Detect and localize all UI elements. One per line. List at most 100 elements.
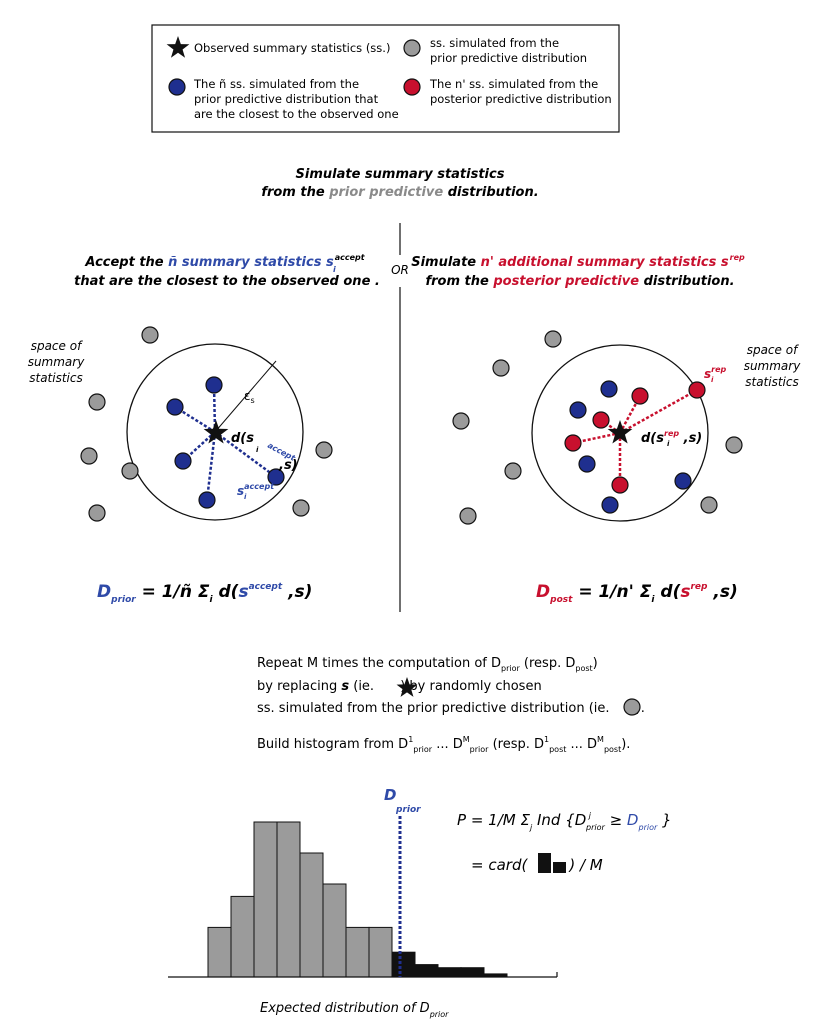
- star-icon: [166, 36, 190, 58]
- legend-posterior-1: The n' ss. simulated from the: [429, 77, 598, 91]
- right-distance-label: d(srep ,s): [641, 429, 702, 446]
- simulated-point: [725, 436, 743, 454]
- histogram-bars: [207, 821, 508, 978]
- blue-circle-icon: [168, 78, 186, 96]
- acceptance-region: [126, 343, 304, 521]
- accepted-point: [674, 472, 692, 490]
- card-icon-bar: [553, 862, 566, 873]
- simulated-point: [88, 504, 106, 522]
- right-space-label-2: summary: [744, 359, 802, 373]
- histogram-bar-gray: [322, 883, 347, 978]
- distance-line: [205, 431, 217, 501]
- right-space-label-1: space of: [747, 343, 799, 357]
- simulated-point: [141, 326, 159, 344]
- histogram-bar-gray: [230, 895, 255, 978]
- accepted-point: [205, 376, 223, 394]
- top-title: Simulate summary statistics from the pri…: [261, 167, 538, 200]
- histogram-bar-black: [414, 964, 439, 978]
- card-line: = card() / M: [471, 856, 603, 874]
- legend-simulated-prior-1: ss. simulated from the: [430, 36, 559, 50]
- gray-circle-icon: [623, 698, 641, 716]
- gray-circle-icon: [403, 39, 421, 57]
- left-title-line1: Accept the ñ summary statistics saccept: [84, 253, 365, 270]
- histogram-bar-gray: [299, 852, 324, 978]
- accepted-point: [267, 468, 285, 486]
- left-space-label-3: statistics: [29, 371, 83, 385]
- legend-accepted-2: prior predictive distribution that: [194, 92, 379, 106]
- right-distance-sub: i: [667, 440, 670, 448]
- card-icon-bar: [538, 853, 551, 873]
- accepted-point: [600, 380, 618, 398]
- accepted-point: [578, 455, 596, 473]
- repeat-line1: Repeat M times the computation of Dprior…: [257, 656, 598, 673]
- repeat-instructions: Repeat M times the computation of Dprior…: [257, 656, 645, 754]
- or-label: OR: [391, 263, 409, 277]
- simulated-point: [459, 507, 477, 525]
- top-title-line2: from the prior predictive distribution.: [261, 185, 538, 200]
- right-space-label-3: statistics: [745, 375, 799, 389]
- histogram-bar-gray: [253, 821, 278, 978]
- legend-simulated-prior-2: prior predictive distribution: [430, 51, 587, 65]
- dprior-label-sub: prior: [395, 805, 421, 815]
- repeat-line3: ss. simulated from the prior predictive …: [257, 701, 645, 716]
- top-title-line1: Simulate summary statistics: [296, 167, 505, 182]
- posterior-region: [531, 344, 709, 522]
- left-space-label-1: space of: [31, 339, 83, 353]
- right-title-line2: from the posterior predictive distributi…: [425, 274, 734, 289]
- right-formula-text: Dpost = 1/n' Σi d(srep ,s): [536, 582, 738, 605]
- left-point-label-sub: i: [244, 493, 247, 501]
- left-title-line2: that are the closest to the observed one…: [74, 274, 380, 289]
- posterior-point: [564, 434, 582, 452]
- simulated-point: [700, 496, 718, 514]
- simulated-point: [80, 447, 98, 465]
- histogram: D prior Expected distribution of Dprior: [168, 786, 558, 1019]
- left-panel: Accept the ñ summary statistics saccept …: [28, 253, 380, 605]
- accepted-point: [174, 452, 192, 470]
- posterior-point: [592, 411, 610, 429]
- posterior-point: [611, 476, 629, 494]
- epsilon-radius-line: [214, 360, 277, 433]
- distance-line: [600, 418, 621, 435]
- histogram-bar-black: [437, 967, 462, 978]
- right-point-label: srep: [704, 365, 727, 381]
- left-space-label-2: summary: [28, 355, 86, 369]
- red-circle-icon: [403, 78, 421, 96]
- epsilon-label: εs: [244, 389, 255, 405]
- histogram-bar-black: [460, 967, 485, 978]
- legend-accepted-1: The ñ ss. simulated from the: [193, 77, 359, 91]
- legend-accepted-3: are the closest to the observed one: [194, 107, 399, 121]
- distance-line: [174, 405, 216, 434]
- pvalue-line: P = 1/M Σj Ind {D j prior ≥ Dprior }: [457, 811, 672, 832]
- histogram-bar-gray: [345, 926, 370, 978]
- simulated-point: [292, 499, 310, 517]
- left-point-label: saccept: [237, 482, 275, 498]
- posterior-point: [688, 381, 706, 399]
- histogram-bar-gray: [368, 926, 393, 978]
- simulated-point: [452, 412, 470, 430]
- accepted-point: [601, 496, 619, 514]
- posterior-point: [631, 387, 649, 405]
- simulated-point: [88, 393, 106, 411]
- dprior-label: D: [384, 786, 396, 804]
- repeat-line4: Build histogram from D1prior ... DMprior…: [257, 735, 630, 754]
- repeat-line2: by replacing s (ie. ) by randomly chosen: [257, 679, 542, 694]
- left-title-sub: i: [333, 265, 336, 274]
- simulated-point: [504, 462, 522, 480]
- pvalue-formula: P = 1/M Σj Ind {D j prior ≥ Dprior } = ca…: [457, 811, 672, 874]
- histogram-bar-gray: [276, 821, 301, 978]
- right-formula: Dpost = 1/n' Σi d(srep ,s): [536, 582, 738, 605]
- simulated-point: [121, 462, 139, 480]
- left-distance-post: ,s): [278, 458, 298, 473]
- simulated-point: [544, 330, 562, 348]
- histogram-x-label: Expected distribution of Dprior: [260, 1001, 449, 1019]
- simulated-point: [315, 441, 333, 459]
- right-title-line1: Simulate n' additional summary statistic…: [411, 253, 745, 270]
- accepted-point: [569, 401, 587, 419]
- left-formula: Dprior = 1/ñ Σi d(saccept ,s): [97, 582, 312, 605]
- histogram-bar-black: [391, 951, 416, 978]
- right-panel: Simulate n' additional summary statistic…: [411, 253, 801, 605]
- accepted-point: [198, 491, 216, 509]
- accepted-point: [166, 398, 184, 416]
- legend-observed: Observed summary statistics (ss.): [194, 41, 390, 55]
